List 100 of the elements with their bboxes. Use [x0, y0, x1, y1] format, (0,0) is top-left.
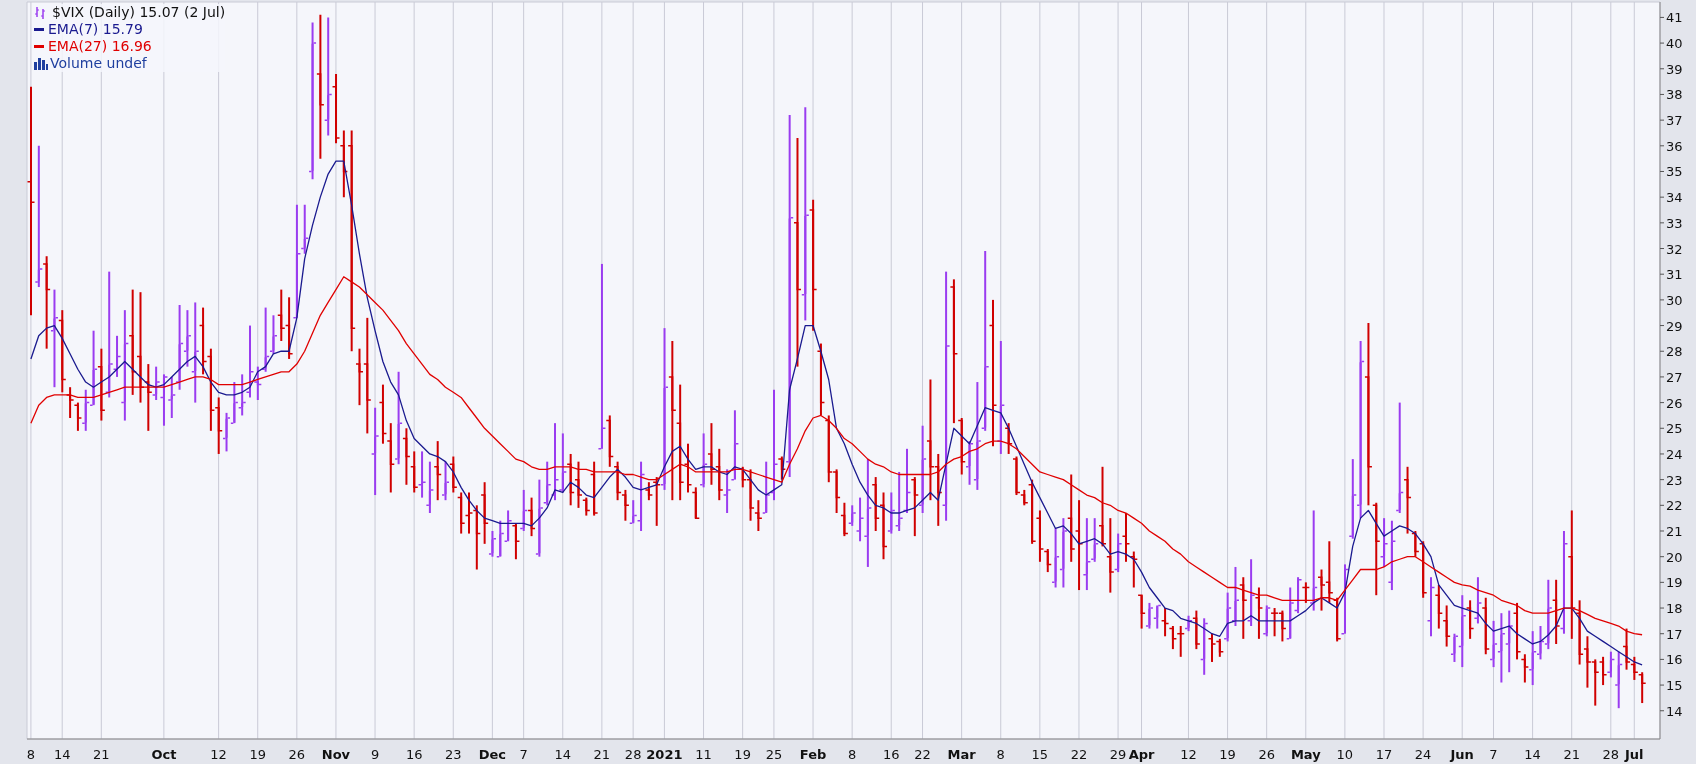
candlestick: [1239, 576, 1247, 640]
x-tick-label: 28: [1602, 747, 1620, 762]
candlestick: [410, 450, 418, 494]
y-tick-label: 37: [1666, 113, 1683, 129]
x-tick-label: 10: [1336, 747, 1354, 762]
y-tick-label: 41: [1666, 10, 1683, 26]
x-tick-label: 29: [1109, 747, 1127, 762]
x-tick-label: 19: [249, 747, 266, 762]
x-tick-label: 21: [593, 747, 611, 762]
candlestick: [895, 470, 903, 532]
candlestick: [1599, 655, 1607, 687]
candlestick: [1638, 671, 1646, 705]
candlestick: [700, 432, 708, 489]
x-tick-label: Oct: [151, 747, 177, 762]
y-tick-label: 16: [1666, 652, 1683, 668]
x-tick-label: 25: [765, 747, 783, 762]
candlestick: [113, 334, 121, 378]
x-tick-label: 2021: [646, 747, 683, 762]
y-tick-label: 38: [1666, 87, 1683, 103]
x-tick-label: May: [1290, 747, 1322, 762]
x-tick-label: Mar: [947, 747, 977, 762]
y-tick-label: 36: [1666, 138, 1683, 154]
x-tick-label: 17: [1375, 747, 1393, 762]
candlestick: [355, 347, 363, 407]
candlestick: [1169, 625, 1177, 651]
y-tick-label: 14: [1666, 703, 1683, 719]
candlestick: [1091, 517, 1099, 563]
candlestick: [223, 411, 231, 453]
candlestick: [434, 440, 442, 502]
candlestick: [574, 460, 582, 509]
candlestick: [1145, 601, 1153, 630]
candlestick: [301, 203, 309, 255]
y-tick-label: 40: [1666, 36, 1683, 52]
candlestick: [1435, 583, 1443, 630]
candlestick: [856, 496, 864, 543]
x-tick-label: 26: [1258, 747, 1275, 762]
candlestick: [1255, 586, 1263, 640]
y-tick-label: 18: [1666, 601, 1683, 617]
candlestick: [754, 499, 762, 532]
candlestick: [1615, 650, 1623, 710]
y-tick-label: 17: [1666, 626, 1683, 642]
y-tick-label: 22: [1666, 498, 1683, 514]
y-tick-label: 23: [1666, 472, 1683, 488]
x-tick-label: 8: [26, 747, 36, 762]
candlestick: [1106, 517, 1114, 594]
x-tick-label: 12: [210, 747, 227, 762]
candlestick: [27, 85, 35, 317]
candlestick: [1099, 465, 1107, 548]
candlestick: [246, 324, 254, 399]
x-tick-label: Nov: [321, 747, 351, 762]
y-tick-label: 29: [1666, 318, 1683, 334]
candlestick: [1138, 594, 1146, 630]
candlestick: [1529, 630, 1537, 687]
x-tick-label: 16: [405, 747, 423, 762]
x-tick-label: 14: [53, 747, 71, 762]
candlestick: [82, 388, 90, 432]
candlestick: [402, 427, 410, 486]
x-tick-label: 11: [695, 747, 712, 762]
candlestick: [35, 144, 43, 289]
candlestick: [1521, 653, 1529, 684]
x-tick-label: 7: [1489, 747, 1498, 762]
candlestick: [504, 509, 512, 543]
x-tick-label: Jul: [1623, 747, 1644, 762]
candlestick: [1161, 607, 1169, 638]
y-tick-label: 33: [1666, 215, 1683, 231]
candlestick: [277, 288, 285, 342]
x-tick-label: 23: [444, 747, 462, 762]
legend-label: EMA(27) 16.96: [48, 38, 152, 55]
candlestick: [1466, 599, 1474, 640]
candlestick: [551, 422, 559, 502]
candlestick: [1153, 604, 1161, 630]
x-tick-label: 21: [93, 747, 110, 762]
x-tick-label: Dec: [478, 747, 507, 762]
candlestick: [1396, 401, 1404, 515]
candlestick: [160, 373, 168, 427]
candlestick: [520, 488, 528, 532]
candlestick: [426, 460, 434, 515]
y-tick-label: 26: [1666, 395, 1683, 411]
candlestick: [903, 447, 911, 515]
candlestick: [1044, 547, 1052, 574]
candlestick: [1404, 465, 1412, 535]
candlestick: [465, 491, 473, 535]
x-tick-label: 7: [519, 747, 528, 762]
candlestick: [848, 504, 856, 527]
candlestick: [418, 450, 426, 499]
x-tick-label: 16: [882, 747, 900, 762]
candlestick: [621, 488, 629, 522]
x-tick-label: 15: [1031, 747, 1049, 762]
candlestick: [1537, 625, 1544, 661]
x-tick-label: 19: [734, 747, 751, 762]
candlestick: [1623, 627, 1631, 671]
y-tick-label: 28: [1666, 344, 1683, 360]
candlestick: [1474, 576, 1482, 625]
x-tick-label: Jun: [1449, 747, 1474, 762]
chart-title: $VIX (Daily) 15.07 (2 Jul): [52, 4, 226, 21]
x-tick-label: 8: [996, 747, 1005, 762]
x-tick-label: 28: [624, 747, 642, 762]
annotation: Volume undef: [50, 55, 147, 72]
candlestick: [168, 375, 176, 420]
legend-label: EMA(7) 15.79: [48, 21, 143, 38]
